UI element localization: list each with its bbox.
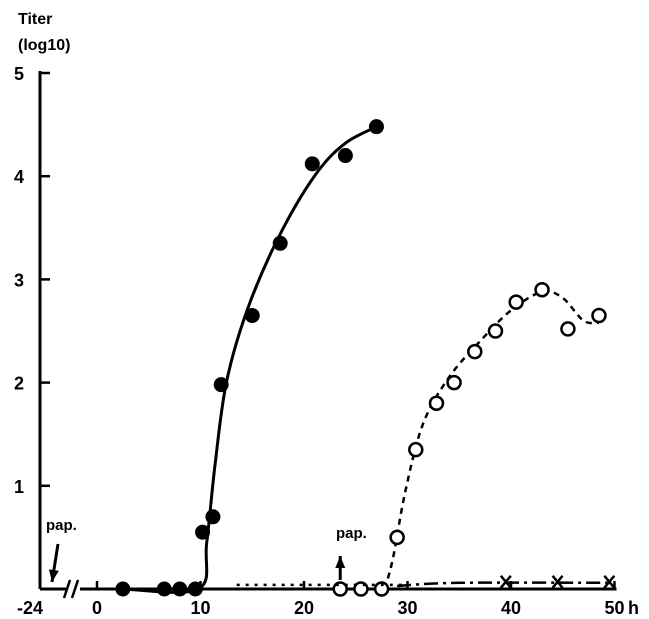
axes xyxy=(38,71,617,599)
series-0-point-7 xyxy=(244,308,260,324)
series-1-point-11 xyxy=(560,321,576,337)
series-2-point-1-b xyxy=(551,574,564,589)
series-1-point-5 xyxy=(428,395,445,411)
series-1-point-6 xyxy=(446,374,462,391)
labels: Titer (log10) h pap. pap. 1 2 3 4 5 -24 0 10 20 3… xyxy=(14,11,639,618)
axis-break-mark-2 xyxy=(70,579,80,599)
series-1-point-9 xyxy=(508,294,524,310)
y-tick-label-2: 2 xyxy=(14,374,24,394)
series-0-point-6 xyxy=(213,377,229,393)
series-0-point-8 xyxy=(272,235,288,251)
series-0-point-11 xyxy=(368,119,384,135)
series-0-point-1 xyxy=(156,581,172,597)
series-2-point-1 xyxy=(551,574,564,589)
axis-break-mark-1 xyxy=(62,579,72,599)
series-layer xyxy=(115,119,616,597)
x-tick-label-20: 20 xyxy=(294,598,314,618)
series-0-point-9 xyxy=(304,156,320,172)
series-1-point-0 xyxy=(332,581,348,597)
y-tick-label-3: 3 xyxy=(14,270,24,290)
series-0-point-5 xyxy=(205,509,221,525)
x-tick-label-10: 10 xyxy=(190,598,210,618)
series-0-line xyxy=(122,123,383,594)
x-tick-label--24: -24 xyxy=(17,598,43,618)
series-2-point-2-b xyxy=(603,574,616,589)
annotation-arrow-1-head xyxy=(48,569,59,582)
y-axis-unit: (log10) xyxy=(18,37,70,54)
y-tick-label-1: 1 xyxy=(14,477,24,497)
series-1-point-7 xyxy=(467,343,483,360)
series-0-point-3 xyxy=(187,581,203,597)
y-axis-label: Titer xyxy=(18,11,52,28)
series-2-point-0-b xyxy=(499,574,512,589)
x-tick-label-50: 50 xyxy=(604,598,624,618)
series-1-point-3 xyxy=(389,529,405,546)
series-0-point-2 xyxy=(172,581,188,597)
series-1-point-2 xyxy=(373,581,390,597)
series-1-point-4 xyxy=(408,441,424,458)
series-2-point-2 xyxy=(603,574,616,589)
series-0-point-0 xyxy=(115,581,131,597)
x-axis-unit: h xyxy=(628,598,639,618)
y-tick-label-5: 5 xyxy=(14,64,24,84)
x-tick-label-0: 0 xyxy=(92,598,102,618)
y-tick-label-4: 4 xyxy=(14,167,24,187)
annotation-pap-1: pap. xyxy=(46,517,77,534)
series-1-point-12 xyxy=(591,307,607,324)
annotation-pap-2: pap. xyxy=(336,525,367,542)
annotation-arrow-2-head xyxy=(335,556,346,568)
series-2-point-0 xyxy=(499,574,512,589)
x-tick-label-40: 40 xyxy=(501,598,521,618)
series-1-point-10 xyxy=(534,281,550,298)
x-tick-label-30: 30 xyxy=(397,598,417,618)
series-0-point-4 xyxy=(195,524,211,540)
series-1-point-8 xyxy=(487,323,504,339)
series-0-point-10 xyxy=(337,148,353,164)
